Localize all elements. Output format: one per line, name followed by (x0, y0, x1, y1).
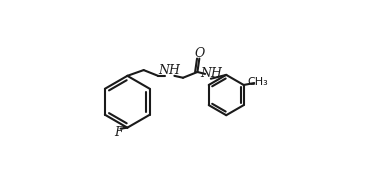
Text: NH: NH (159, 64, 181, 77)
Text: O: O (194, 47, 204, 60)
Text: CH₃: CH₃ (248, 77, 268, 88)
Text: F: F (115, 126, 123, 139)
Text: NH: NH (200, 67, 222, 80)
